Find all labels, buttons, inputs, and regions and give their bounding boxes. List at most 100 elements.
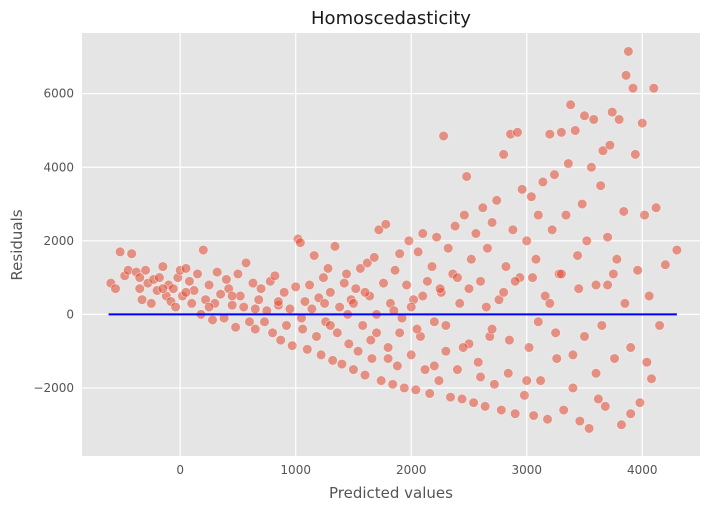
scatter-point	[366, 353, 378, 364]
scatter-point	[238, 301, 249, 313]
scatter-point	[544, 129, 555, 140]
scatter-point	[302, 344, 313, 355]
scatter-point	[359, 369, 371, 381]
scatter-point	[250, 323, 261, 335]
x-axis-label: Predicted values	[329, 484, 453, 502]
scatter-point	[535, 375, 546, 386]
scatter-point	[660, 259, 671, 270]
scatter-point	[114, 246, 126, 258]
scatter-point	[134, 272, 145, 283]
scatter-point	[394, 327, 405, 338]
scatter-point	[486, 323, 498, 335]
scatter-point	[565, 99, 576, 110]
scatter-point	[422, 276, 433, 287]
scatter-point	[521, 235, 532, 246]
scatter-point	[417, 228, 428, 239]
scatter-point	[424, 388, 435, 399]
scatter-point	[671, 244, 683, 256]
scatter-point	[240, 257, 252, 269]
scatter-point	[227, 300, 238, 311]
scatter-point	[297, 323, 308, 335]
scatter-point	[429, 316, 440, 327]
scatter-point	[284, 303, 296, 315]
y-tick-labels: −2000 0 2000 4000 6000	[33, 87, 74, 395]
scatter-point	[332, 327, 343, 338]
scatter-point	[134, 283, 145, 294]
scatter-point	[440, 320, 452, 331]
scatter-point	[475, 276, 486, 287]
y-axis-label: Residuals	[8, 209, 26, 280]
scatter-point	[567, 382, 579, 394]
scatter-point	[563, 158, 574, 169]
scatter-point	[579, 110, 590, 121]
scatter-point	[546, 224, 558, 235]
scatter-point	[654, 320, 665, 331]
scatter-point	[227, 290, 238, 302]
scatter-point	[475, 371, 486, 383]
scatter-point	[452, 364, 463, 375]
scatter-point	[533, 209, 544, 221]
scatter-point	[157, 261, 169, 272]
scatter-point	[567, 349, 579, 360]
scatter-point	[588, 114, 599, 125]
scatter-point	[470, 228, 482, 239]
scatter-point	[510, 276, 521, 287]
scatter-point	[334, 301, 345, 313]
scatter-point	[438, 130, 449, 142]
scatter-point	[355, 263, 366, 274]
scatter-point	[641, 357, 653, 368]
scatter-point	[507, 224, 519, 235]
scatter-point	[306, 303, 318, 315]
scatter-point	[646, 373, 657, 384]
y-tick-label: 4000	[43, 160, 74, 174]
scatter-point	[426, 261, 438, 272]
scatter-point	[325, 287, 336, 298]
scatter-point	[215, 289, 226, 300]
scatter-point	[445, 391, 456, 403]
scatter-point	[627, 83, 639, 94]
scatter-point	[527, 272, 538, 283]
scatter-point	[630, 149, 641, 160]
scatter-point	[203, 279, 215, 291]
scatter-point	[620, 70, 632, 81]
scatter-point	[325, 320, 336, 331]
scatter-point	[309, 250, 320, 261]
scatter-point	[373, 224, 385, 235]
scatter-point	[556, 127, 567, 138]
scatter-point	[406, 349, 417, 360]
scatter-point	[212, 266, 223, 278]
scatter-point	[410, 384, 421, 395]
scatter-point	[380, 219, 391, 230]
scatter-point	[463, 283, 475, 294]
scatter-point	[473, 357, 484, 368]
scatter-point	[327, 355, 338, 366]
scatter-point	[593, 393, 604, 405]
scatter-point	[329, 241, 341, 252]
scatter-point	[590, 368, 602, 379]
scatter-point	[110, 283, 121, 294]
scatter-point	[412, 246, 424, 258]
scatter-point	[486, 217, 498, 228]
scatter-point	[259, 316, 270, 327]
scatter-point	[269, 270, 281, 281]
scatter-point	[519, 390, 530, 401]
scatter-point	[551, 353, 562, 364]
scatter-point	[376, 375, 387, 386]
scatter-point	[207, 314, 218, 326]
scatter-point	[556, 268, 567, 280]
scatter-point	[348, 364, 359, 375]
scatter-point	[516, 184, 528, 195]
x-tick-label: 4000	[627, 463, 658, 477]
scatter-point	[579, 331, 590, 342]
scatter-point	[613, 114, 625, 125]
scatter-point	[389, 265, 401, 276]
scatter-point	[477, 202, 488, 213]
scatter-point	[493, 294, 505, 305]
scatter-point	[637, 117, 648, 129]
scatter-point	[287, 340, 298, 351]
scatter-point	[411, 323, 423, 335]
scatter-point	[388, 305, 400, 316]
scatter-point	[540, 290, 551, 302]
scatter-point	[604, 140, 616, 151]
